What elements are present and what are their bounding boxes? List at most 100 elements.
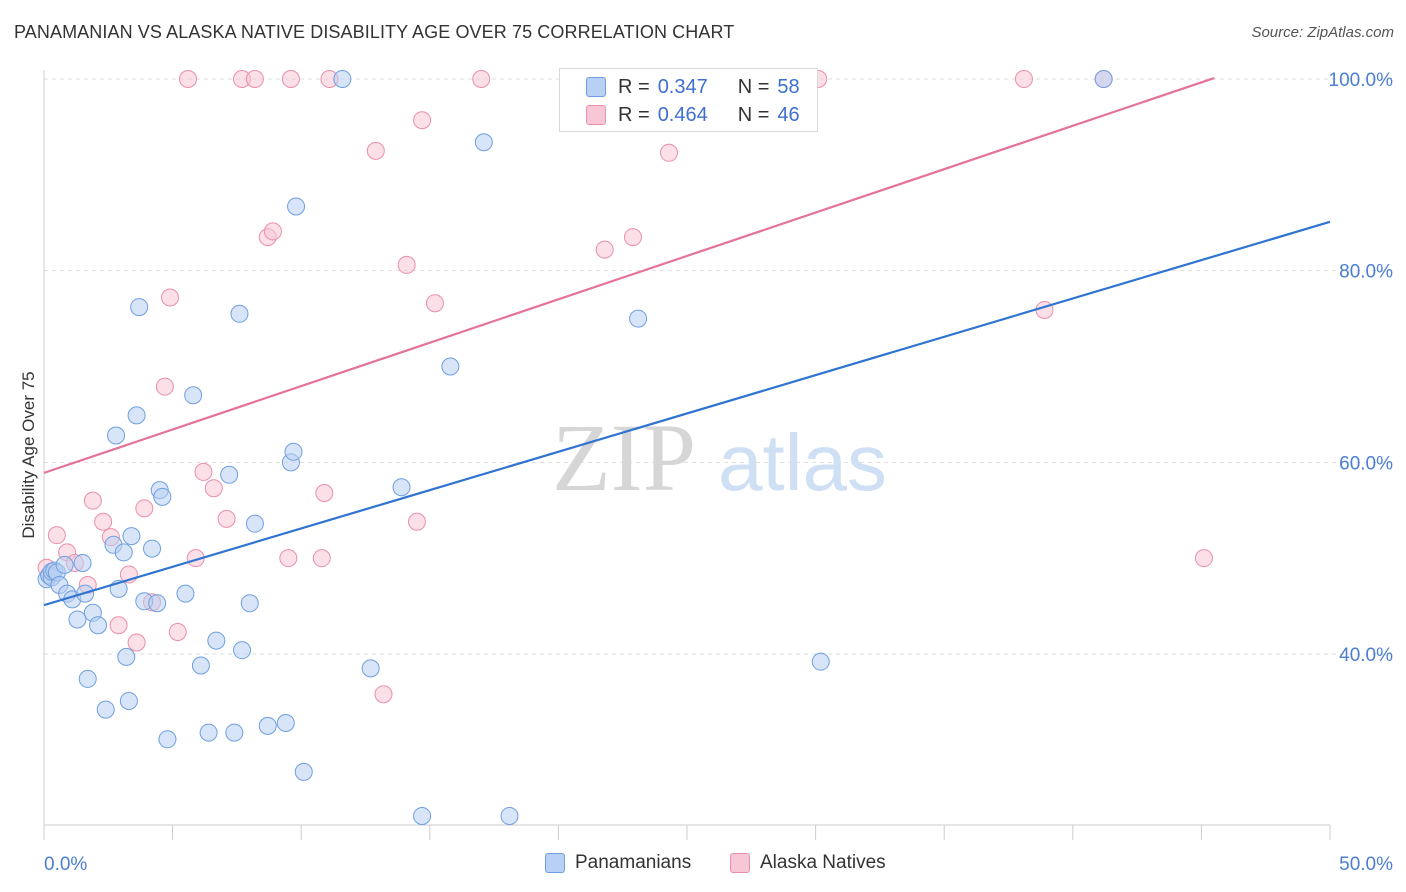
legend-label-alaska-natives: Alaska Natives [760,852,886,873]
point-alaska-natives [425,294,444,313]
trend-lines [43,76,1331,607]
point-alaska-natives [315,484,334,502]
point-panamanians [107,426,126,445]
legend-label-panamanians: Panamanians [575,852,692,873]
grid-lines [44,78,1392,655]
legend-r-label: R = [618,103,650,126]
point-panamanians [114,543,133,562]
point-panamanians [158,730,177,749]
series-legend: Panamanians Alaska Natives [0,852,1406,878]
point-panamanians [117,647,136,666]
point-panamanians [333,70,352,88]
point-panamanians [127,406,146,425]
point-alaska-natives [155,377,174,396]
point-alaska-natives [595,240,614,259]
point-panamanians [191,656,210,675]
point-alaska-natives [1194,549,1213,568]
point-alaska-natives [263,222,282,241]
point-panamanians [294,762,313,781]
point-panamanians [629,309,648,328]
point-panamanians [119,691,138,710]
chart-title: PANAMANIAN VS ALASKA NATIVE DISABILITY A… [14,22,735,42]
legend-r-label: R = [618,75,650,98]
point-panamanians [233,641,252,660]
y-axis-label: Disability Age Over 75 [19,371,38,538]
point-alaska-natives [194,462,213,481]
legend-row-panamanians: R = 0.347 N = 58 [560,73,800,101]
point-alaska-natives [83,491,102,510]
point-alaska-natives [204,479,223,498]
watermark-atlas: atlas [718,418,887,507]
point-panamanians [130,298,149,317]
point-alaska-natives [374,685,393,704]
point-panamanians [245,514,264,533]
point-panamanians [1094,70,1113,88]
stats-legend: R = 0.347 N = 58 R = 0.464 N = 46 [559,68,818,132]
point-alaska-natives [312,549,331,568]
legend-item-alaska-natives[interactable]: Alaska Natives [730,852,886,874]
point-panamanians [55,555,74,574]
point-panamanians [207,631,226,650]
point-alaska-natives [407,512,426,531]
point-panamanians [258,716,277,735]
point-alaska-natives [94,512,113,531]
point-panamanians [230,304,249,323]
point-panamanians [96,700,115,719]
point-alaska-natives [179,70,198,88]
legend-row-alaska-natives: R = 0.464 N = 46 [560,101,800,129]
point-panamanians [500,806,519,825]
point-panamanians [199,723,218,742]
legend-item-panamanians[interactable]: Panamanians [545,852,691,874]
point-panamanians [441,357,460,376]
point-panamanians [413,806,432,825]
tick-labels: 40.0% 60.0% 80.0% 100.0% 0.0% 50.0% [44,70,1393,875]
point-panamanians [153,487,172,506]
point-panamanians [240,594,259,613]
legend-swatch-pink [730,853,750,873]
source-credit: Source: ZipAtlas.com [1251,24,1394,41]
point-panamanians [68,610,87,629]
watermark-zip: ZIP [552,404,696,511]
point-alaska-natives [397,255,416,274]
x-tick-label: 0.0% [44,854,87,875]
axes [43,70,1331,840]
point-alaska-natives [161,288,180,307]
point-panamanians [392,478,411,497]
point-panamanians [73,553,92,572]
watermark: ZIP atlas [552,404,887,511]
point-alaska-natives [245,70,264,88]
point-panamanians [287,197,306,216]
point-alaska-natives [472,70,491,88]
x-tick-label: 50.0% [1339,854,1393,875]
point-alaska-natives [135,499,154,518]
point-panamanians [225,723,244,742]
y-tick-label: 100.0% [1329,70,1394,91]
point-panamanians [284,442,303,461]
trend-line-alaska-natives [43,76,1215,474]
y-tick-label: 60.0% [1339,453,1393,474]
point-alaska-natives [47,526,66,545]
point-panamanians [276,714,295,732]
point-panamanians [143,539,162,558]
point-panamanians [176,584,195,603]
legend-r-value: 0.347 [657,75,708,98]
legend-n-label: N = [737,103,770,126]
legend-n-value: 58 [777,75,800,98]
point-alaska-natives [366,141,385,160]
point-alaska-natives [281,70,300,88]
point-panamanians [89,616,108,635]
point-panamanians [361,659,380,678]
point-alaska-natives [413,111,432,130]
y-tick-label: 80.0% [1339,262,1393,283]
legend-swatch-pink [586,105,606,125]
legend-swatch-blue [586,77,606,97]
legend-r-value: 0.464 [657,103,708,126]
y-tick-label: 40.0% [1339,645,1393,666]
point-panamanians [811,652,830,671]
point-panamanians [148,594,167,613]
point-panamanians [184,386,203,405]
point-panamanians [122,527,141,546]
point-alaska-natives [279,549,298,568]
point-panamanians [220,465,239,484]
